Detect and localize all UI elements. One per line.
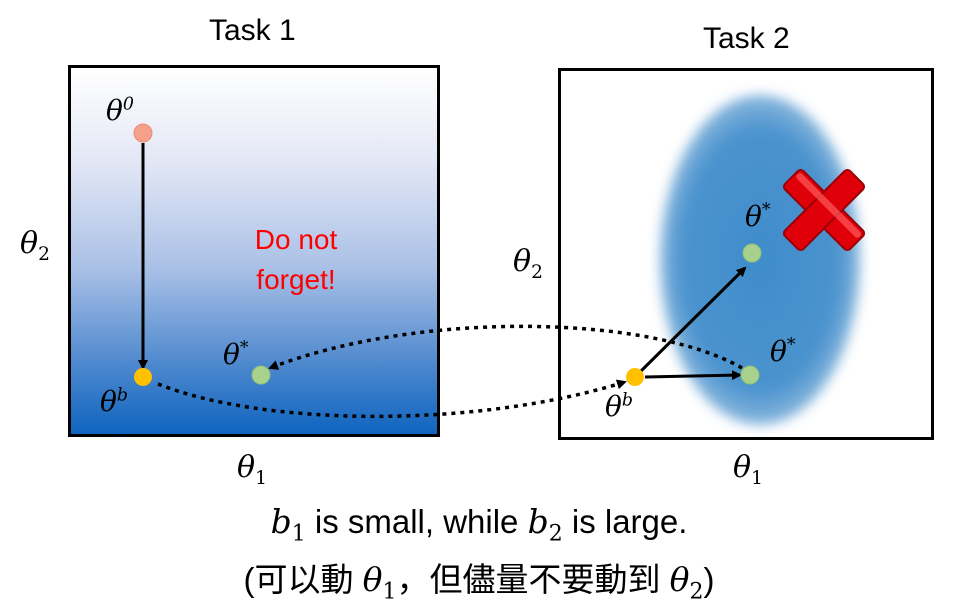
do-not-forget-note: Do not forget! <box>254 224 338 295</box>
task2-opt-top-label: θ* <box>745 200 771 233</box>
task2-opt-right-label: θ* <box>770 335 796 368</box>
task1-b-point <box>134 368 152 386</box>
task2-x-axis-label: θ1 <box>733 450 763 489</box>
task1-x-axis-label: θ1 <box>237 450 267 489</box>
task2-b-point <box>626 368 644 386</box>
task1-b-label: θb <box>100 385 128 418</box>
caption-line-1: b1 is small, while b2 is large. <box>270 502 688 547</box>
task2-title: Task 2 <box>703 22 790 55</box>
task2-arrow-up <box>637 266 747 375</box>
task2-y-axis-label: θ2 <box>513 244 543 283</box>
cross-icon <box>782 168 866 252</box>
task2-arrow-right <box>644 370 742 381</box>
task2-b-label: θb <box>605 390 633 423</box>
task1-start-label: θ0 <box>106 94 134 127</box>
task1-opt-label: θ* <box>223 338 249 371</box>
back-dotted-arrow <box>268 324 743 370</box>
task1-opt-point <box>251 365 271 385</box>
task1-title: Task 1 <box>209 14 296 47</box>
task1-y-axis-label: θ2 <box>20 226 50 265</box>
transfer-dotted-arrow <box>157 379 627 419</box>
task2-opt-point-top <box>742 243 762 263</box>
task2-low-loss-region <box>660 95 860 425</box>
task1-start-point <box>133 123 153 143</box>
caption-line-2: (可以動 θ1，但儘量不要動到 θ2) <box>243 560 715 605</box>
task2-opt-point-right <box>740 365 760 385</box>
